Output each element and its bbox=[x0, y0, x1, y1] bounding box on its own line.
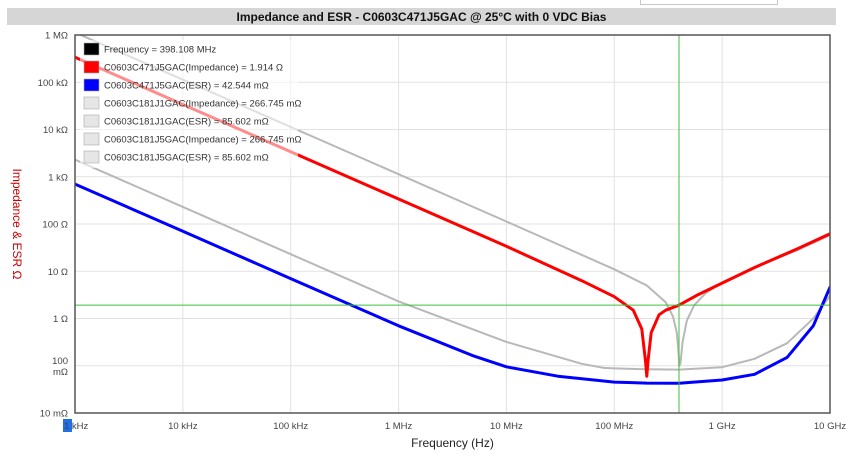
legend-label-2: C0603C471J5GAC(ESR) = 42.544 mΩ bbox=[104, 81, 269, 92]
legend-label-3: C0603C181J1GAC(Impedance) = 266.745 mΩ bbox=[104, 99, 301, 110]
legend: Frequency = 398.108 MHz C0603C471J5GAC(Im… bbox=[80, 40, 301, 168]
chart-title-bar: Impedance and ESR - C0603C471J5GAC @ 25°… bbox=[7, 8, 836, 25]
legend-label-0: Frequency = 398.108 MHz bbox=[104, 45, 216, 56]
y-tick-label-3: 1 kΩ bbox=[48, 172, 68, 183]
x-tick-label-0: 1 kHz bbox=[64, 421, 89, 432]
legend-swatch-6[interactable] bbox=[83, 150, 100, 164]
y-tick-label-7-0: 100 bbox=[52, 356, 68, 367]
y-axis-label: Impedance & ESR Ω bbox=[10, 168, 24, 279]
legend-swatch-5[interactable] bbox=[83, 132, 100, 146]
x-tick-label-4: 10 MHz bbox=[490, 421, 523, 432]
y-tick-label-6: 1 Ω bbox=[53, 314, 68, 325]
y-tick-label-8: 10 mΩ bbox=[40, 409, 68, 420]
legend-swatch-0[interactable] bbox=[83, 42, 100, 56]
legend-swatch-1[interactable] bbox=[83, 60, 100, 74]
chart-title: Impedance and ESR - C0603C471J5GAC @ 25°… bbox=[236, 9, 607, 24]
series-line-2 bbox=[75, 55, 830, 378]
legend-swatch-4[interactable] bbox=[83, 114, 100, 128]
legend-label-6: C0603C181J5GAC(ESR) = 85.602 mΩ bbox=[104, 153, 269, 164]
x-tick-labels: 1 kHz 10 kHz 100 kHz 1 MHz 10 MHz 100 MHz 1 GH… bbox=[63, 419, 846, 432]
legend-label-1: C0603C471J5GAC(Impedance) = 1.914 Ω bbox=[104, 63, 283, 74]
legend-swatch-3[interactable] bbox=[83, 96, 100, 110]
y-tick-label-1: 100 kΩ bbox=[38, 78, 68, 89]
y-tick-label-5: 10 Ω bbox=[48, 267, 68, 278]
legend-background bbox=[80, 40, 298, 168]
x-tick-label-3: 1 MHz bbox=[385, 421, 413, 432]
top-input-box bbox=[640, 0, 778, 5]
series-line-1 bbox=[75, 158, 830, 371]
y-tick-label-7-1: mΩ bbox=[53, 367, 68, 378]
plot-border bbox=[74, 34, 831, 414]
legend-label-5: C0603C181J5GAC(Impedance) = 266.745 mΩ bbox=[104, 135, 301, 146]
x-tick-label-6: 1 GHz bbox=[709, 421, 736, 432]
cursor-layer bbox=[75, 35, 830, 413]
x-axis-label: Frequency (Hz) bbox=[411, 436, 494, 450]
series-line-3 bbox=[75, 182, 830, 385]
legend-label-4: C0603C181J1GAC(ESR) = 85.602 mΩ bbox=[104, 117, 269, 128]
x-tick-label-5: 100 MHz bbox=[595, 421, 633, 432]
x-tick-label-1: 10 kHz bbox=[168, 421, 198, 432]
x-tick-label-7: 10 GHz bbox=[814, 421, 846, 432]
y-tick-label-4: 100 Ω bbox=[42, 220, 68, 231]
x-tick-highlight bbox=[63, 419, 72, 432]
x-tick-label-2: 100 kHz bbox=[273, 421, 308, 432]
legend-swatch-2[interactable] bbox=[83, 78, 100, 92]
y-tick-label-2: 10 kΩ bbox=[43, 125, 68, 136]
y-tick-label-0: 1 MΩ bbox=[45, 31, 68, 42]
